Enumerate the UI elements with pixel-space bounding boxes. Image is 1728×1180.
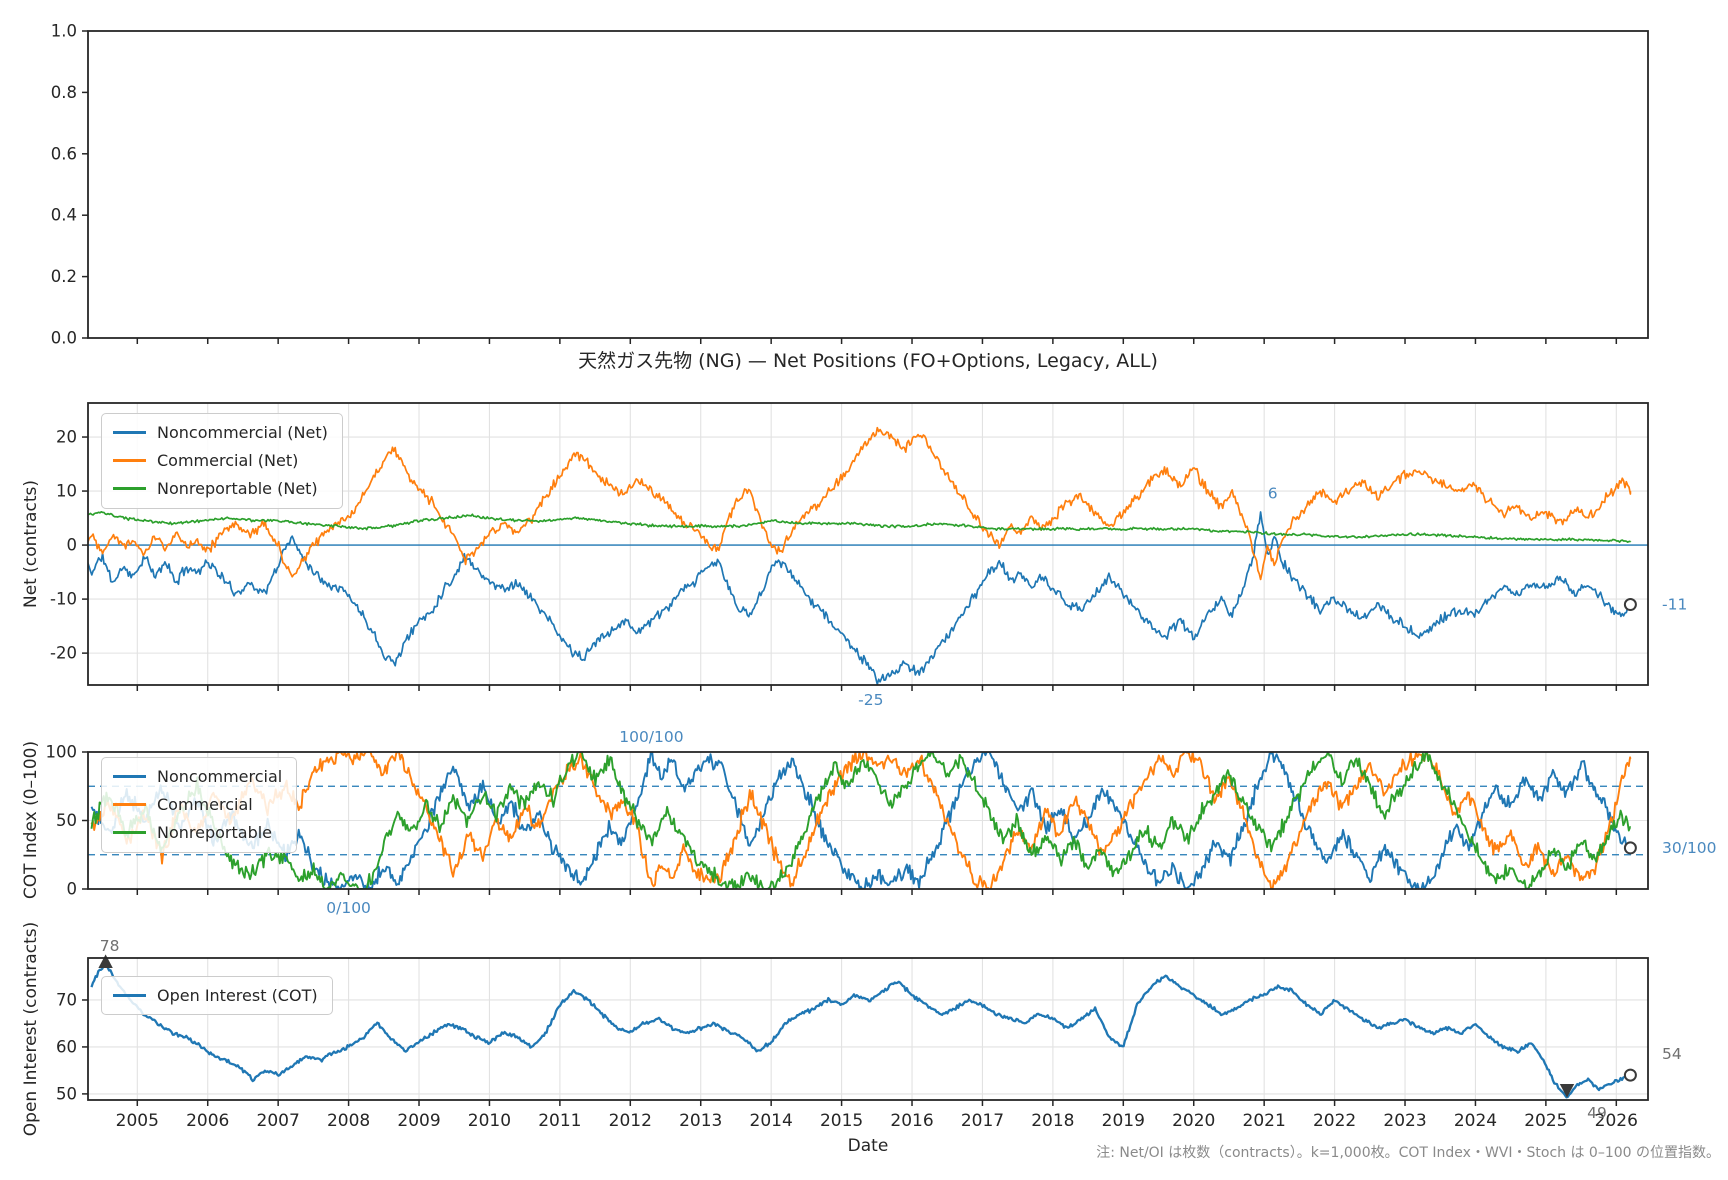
x-tick-label: 2018 (1031, 1111, 1074, 1131)
legend-label: Commercial (Net) (157, 451, 299, 471)
x-tick-label: 2025 (1524, 1111, 1567, 1131)
y-tick-label: 0.0 (51, 329, 77, 348)
ylabel-cot-index: COT Index (0–100) (21, 740, 41, 900)
ylabel-open-interest: Open Interest (contracts) (21, 921, 41, 1137)
y-tick-label: 0.2 (51, 267, 77, 286)
x-tick-label: 2010 (468, 1111, 511, 1131)
y-tick-label: 0.6 (51, 144, 77, 163)
x-tick-label: 2024 (1454, 1111, 1497, 1131)
y-tick-label: 0.4 (51, 206, 77, 225)
annotation-0-100: 0/100 (326, 899, 371, 917)
panel-cot-index: 0 50 100 100/100 0/100 30/100 (46, 728, 1717, 917)
annotation-49: 49 (1587, 1104, 1607, 1122)
y-tick-label: 20 (56, 428, 77, 447)
x-tick-label: 2006 (186, 1111, 229, 1131)
y-tick-label: 100 (46, 743, 78, 762)
y-tick-label: 0 (67, 880, 78, 899)
y-tick-label: 70 (56, 990, 77, 1009)
annotation--11: -11 (1662, 596, 1687, 614)
legend-label: Commercial (157, 795, 253, 815)
legend-item: Nonreportable (Net) (113, 479, 328, 498)
x-tick-label: 2020 (1172, 1111, 1215, 1131)
x-tick-label: 2017 (961, 1111, 1004, 1131)
series-nonreportable-net- (88, 510, 1632, 543)
annotation-6: 6 (1268, 485, 1278, 503)
y-tick-label: -10 (50, 590, 77, 609)
panel-empty-top: 0.0 0.2 0.4 0.6 0.8 1.0 (51, 22, 1649, 348)
legend-swatch (113, 831, 146, 835)
legend-cot-index: Noncommercial Commercial Nonreportable (101, 757, 298, 853)
annotation-78: 78 (100, 937, 120, 955)
triangle-down-marker (1559, 1083, 1575, 1098)
annotation--25: -25 (858, 691, 883, 709)
chart-title: 天然ガス先物 (NG) — Net Positions (FO+Options,… (578, 350, 1158, 372)
legend-swatch (113, 487, 146, 491)
legend-net-positions: Noncommercial (Net) Commercial (Net) Nonre… (101, 413, 343, 509)
triangle-up-marker (98, 954, 113, 969)
x-tick-label: 2005 (116, 1111, 159, 1131)
y-tick-label: 50 (56, 1084, 77, 1103)
xlabel-date: Date (847, 1136, 889, 1156)
x-tick-label: 2015 (820, 1111, 863, 1131)
legend-swatch (113, 459, 146, 463)
legend-item: Commercial (113, 795, 282, 814)
panel-net-positions: -20 -10 0 10 20 6 -25 -11 (50, 402, 1687, 709)
y-tick-label: 50 (56, 811, 77, 830)
y-tick-label: 10 (56, 482, 77, 501)
last-value-marker (1623, 841, 1637, 855)
series-commercial-net- (88, 426, 1632, 581)
annotation-100-100: 100/100 (619, 728, 683, 746)
x-tick-label: 2023 (1383, 1111, 1426, 1131)
x-tick-label: 2012 (609, 1111, 652, 1131)
legend-label: Nonreportable (Net) (157, 479, 318, 499)
series-noncommercial-net- (88, 511, 1632, 685)
panel-open-interest: 2005 2006 2007 2008 2009 2010 2011 2012 2013 2014… (56, 937, 1682, 1131)
ylabel-net: Net (contracts) (21, 480, 41, 608)
legend-open-interest: Open Interest (COT) (101, 976, 333, 1016)
legend-item: Noncommercial (Net) (113, 423, 328, 442)
x-tick-label: 2019 (1102, 1111, 1145, 1131)
legend-item: Noncommercial (113, 767, 282, 786)
x-tick-label: 2022 (1313, 1111, 1356, 1131)
annotation-30-100: 30/100 (1662, 839, 1717, 857)
x-tick-label: 2026 (1595, 1111, 1638, 1131)
y-tick-label: 0.8 (51, 83, 77, 102)
x-tick-label: 2009 (397, 1111, 440, 1131)
y-tick-label: 60 (56, 1037, 77, 1056)
series-noncommercial (90, 752, 1632, 889)
footnote: 注: Net/OI は枚数（contracts）。k=1,000枚。COT In… (1096, 1145, 1720, 1161)
x-tick-label: 2011 (538, 1111, 581, 1131)
legend-item: Nonreportable (113, 823, 282, 842)
legend-item: Open Interest (COT) (113, 986, 318, 1005)
y-tick-label: 0 (67, 536, 78, 555)
series-commercial (90, 752, 1632, 889)
x-tick-label: 2008 (327, 1111, 370, 1131)
x-tick-label: 2013 (679, 1111, 722, 1131)
legend-swatch (113, 994, 146, 998)
legend-item: Commercial (Net) (113, 451, 328, 470)
series-nonreportable (90, 752, 1632, 889)
legend-swatch (113, 775, 146, 779)
legend-label: Noncommercial (157, 767, 283, 786)
last-value-marker (1623, 598, 1637, 612)
x-tick-label: 2016 (890, 1111, 933, 1131)
legend-label: Nonreportable (157, 823, 273, 843)
series-open-interest-cot- (90, 961, 1632, 1099)
legend-label: Open Interest (COT) (157, 986, 318, 1005)
legend-swatch (113, 431, 146, 435)
y-tick-label: 1.0 (51, 22, 77, 41)
annotation-54: 54 (1662, 1045, 1682, 1063)
x-tick-label: 2014 (750, 1111, 793, 1131)
last-value-marker (1623, 1068, 1637, 1082)
legend-swatch (113, 803, 146, 807)
x-tick-label: 2007 (257, 1111, 300, 1131)
x-tick-label: 2021 (1243, 1111, 1286, 1131)
legend-label: Noncommercial (Net) (157, 423, 328, 442)
y-tick-label: -20 (50, 644, 77, 663)
